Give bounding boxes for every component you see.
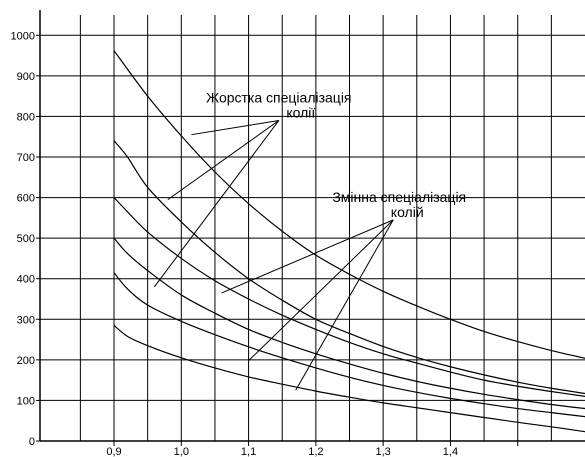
series-line-6 [113,324,585,433]
series-layer [113,50,585,433]
x-tick-label: 1,1 [241,446,256,457]
annotation-label-line-2: колій [391,204,424,220]
x-tick-label: 1,0 [174,446,189,457]
series-line-4 [113,237,585,410]
y-tick-label: 300 [17,314,35,326]
series-line-2 [113,140,585,395]
y-tick-label: 600 [17,193,35,205]
annotation-label-line-2: колії [286,104,315,120]
annotation-pointer-line [191,119,279,136]
y-tick-label: 400 [17,274,35,286]
annotation-pointer-line [153,120,280,288]
annotation-pointer-line [167,120,280,201]
y-tick-label: 500 [17,233,35,245]
series-line-1 [113,50,585,359]
y-tick-label: 100 [17,395,35,407]
grid-layer [40,15,585,441]
y-tick-label: 0 [29,436,35,448]
series-line-3 [113,197,585,397]
annotation-pointer-line [248,219,394,362]
axes-layer [36,10,585,446]
series-line-5 [113,272,585,418]
y-tick-label: 200 [17,355,35,367]
annotation-pointer-line [295,219,394,391]
annotation-label-line-1: Жорстка спеціалізація [206,89,351,105]
x-tick-label: 0,9 [106,446,121,457]
tick-layer: 0 100 200 300 400 500 600 700 800 900 1000 0,9 1,0 1,… [11,30,459,457]
y-tick-label: 1000 [11,30,35,42]
x-tick-label: 1,3 [375,446,390,457]
x-tick-label: 1,4 [443,446,458,457]
y-tick-label: 700 [17,152,35,164]
annotation-label-line-1: Змінна спеціалізація [332,189,466,205]
y-tick-label: 900 [17,71,35,83]
annotation-pointer-line [221,219,394,294]
y-tick-label: 800 [17,111,35,123]
x-tick-label: 1,2 [308,446,323,457]
